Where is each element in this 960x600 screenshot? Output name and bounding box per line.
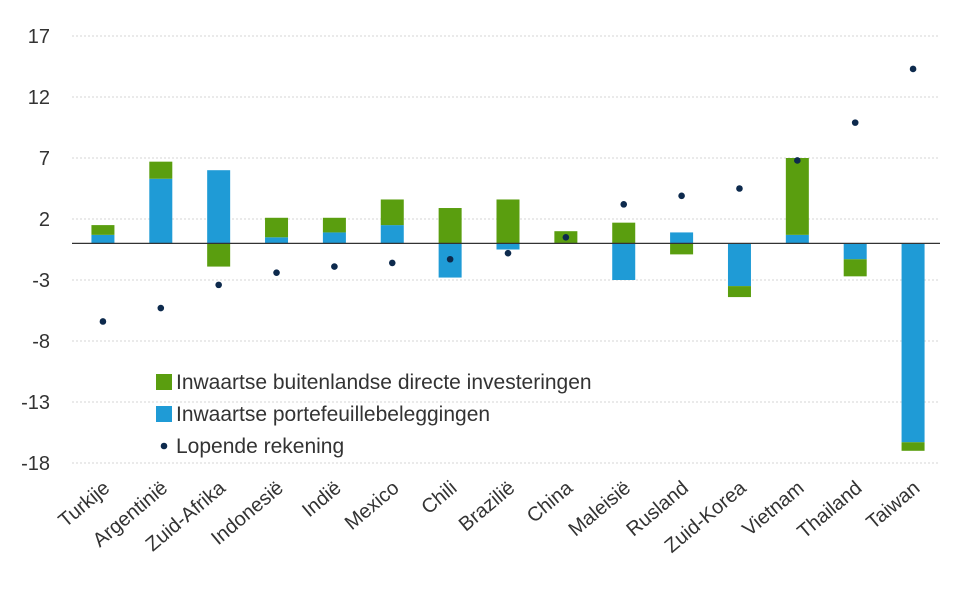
fdi-bar-5	[380, 199, 404, 226]
fdi-bar-0	[91, 225, 115, 235]
current-account-marker-11	[736, 185, 743, 192]
current-account-marker-1	[157, 304, 165, 312]
legend-label-portfolio: Inwaartse portefeuillebeleggingen	[176, 403, 490, 426]
portfolio-bar-5	[380, 225, 404, 244]
fdi-bar-10	[670, 243, 694, 255]
x-tick-label: Maleisië	[565, 477, 635, 541]
legend-label-current-account: Lopende rekening	[176, 435, 344, 458]
y-tick-label: -18	[21, 453, 50, 475]
x-tick-label: Mexico	[341, 477, 404, 535]
y-tick-label: 2	[39, 209, 50, 231]
fdi-bar-9	[612, 222, 636, 244]
current-account-marker-6	[446, 255, 454, 263]
fdi-bar-1	[149, 161, 173, 179]
x-tick-label: Brazilië	[455, 477, 519, 536]
x-tick-label: Chili	[417, 477, 461, 519]
portfolio-bar-11	[727, 243, 751, 287]
fdi-bar-3	[265, 217, 289, 238]
portfolio-bar-2	[207, 170, 231, 244]
portfolio-bar-3	[265, 237, 289, 244]
portfolio-bar-13	[843, 243, 867, 260]
legend: Inwaartse buitenlandse directe investeri…	[156, 371, 592, 458]
current-account-marker-5	[388, 259, 396, 267]
y-tick-label: -8	[32, 331, 50, 353]
x-tick-label: Thailand	[794, 477, 867, 543]
fdi-bar-2	[207, 243, 231, 267]
current-account-marker-3	[273, 269, 280, 276]
legend-swatch-portfolio	[156, 406, 172, 422]
current-account-marker-7	[504, 249, 512, 257]
current-account-marker-14	[909, 65, 917, 73]
current-account-marker-0	[99, 318, 107, 325]
fdi-bar-14	[901, 442, 925, 451]
fdi-bar-13	[843, 259, 867, 277]
current-account-marker-9	[620, 201, 628, 208]
y-tick-label: 7	[39, 148, 50, 170]
y-tick-label: -3	[32, 270, 50, 292]
fdi-bar-11	[727, 286, 751, 298]
fdi-bar-12	[785, 158, 809, 235]
current-account-marker-12	[794, 157, 801, 164]
x-tick-label: Indië	[298, 477, 345, 522]
x-tick-label: Taiwan	[862, 477, 924, 534]
portfolio-bar-0	[91, 234, 115, 244]
legend-marker-current-account	[160, 442, 168, 450]
legend-label-fdi: Inwaartse buitenlandse directe investeri…	[176, 371, 592, 394]
y-axis: 17 12 7 2 -3 -8 -13 -18	[21, 26, 50, 475]
portfolio-bar-4	[322, 232, 346, 244]
y-tick-label: 12	[28, 87, 50, 109]
portfolio-bar-12	[785, 234, 809, 244]
current-account-marker-8	[562, 234, 570, 241]
portfolio-bar-7	[496, 243, 520, 250]
current-account-marker-10	[678, 192, 685, 200]
y-tick-label: -13	[21, 392, 50, 414]
fdi-bar-4	[322, 217, 346, 233]
portfolio-bar-14	[901, 243, 925, 443]
current-account-marker-13	[851, 119, 859, 126]
current-account-marker-4	[331, 263, 338, 270]
fdi-bar-6	[438, 208, 462, 244]
y-tick-label: 17	[28, 26, 50, 48]
current-account-marker-2	[215, 281, 222, 289]
current-account-markers	[99, 65, 917, 325]
legend-swatch-fdi	[156, 374, 172, 390]
portfolio-bar-1	[149, 178, 173, 244]
bars	[91, 158, 925, 451]
portfolio-bar-10	[670, 232, 694, 244]
fdi-bar-7	[496, 199, 520, 244]
portfolio-bar-9	[612, 243, 636, 280]
